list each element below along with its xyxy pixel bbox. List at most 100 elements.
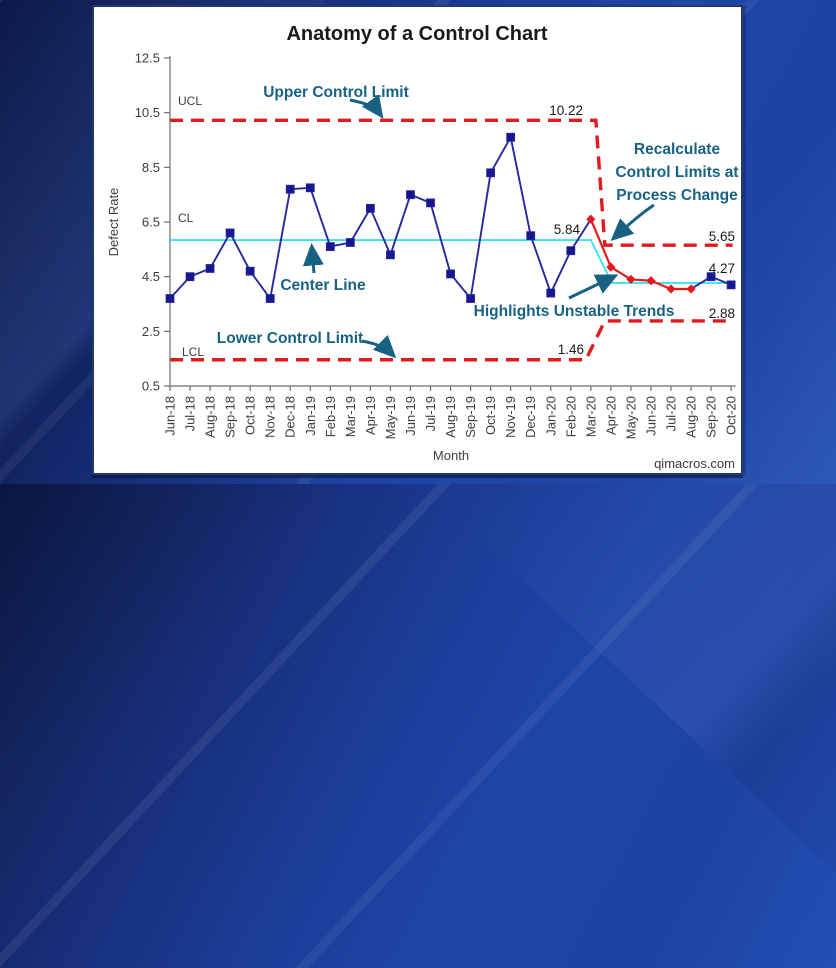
series-segment [549,250,572,294]
x-tick-label: Jun-20 [643,396,658,436]
ucl-zone-label: UCL [178,94,202,108]
series-segment [429,202,452,275]
data-point-unstable [606,262,616,272]
y-tick-label: 8.5 [142,160,160,175]
series-segment [650,279,672,290]
lcl-zone-label: LCL [182,345,204,359]
ucl1-value-label: 10.22 [549,103,583,118]
axes: 0.5 2.5 4.5 6.5 8.5 10.5 12.5 Jun-18 Jul-18 Aug-1… [135,51,739,440]
series-segment [469,172,492,299]
x-tick-label: Jul-18 [183,396,198,431]
x-tick-label: Sep-20 [704,396,719,438]
x-tick-label: Feb-19 [323,396,338,437]
data-point [285,184,295,194]
x-tick-label: Nov-18 [263,396,278,438]
x-tick-label: Aug-18 [203,396,218,438]
y-tick-label: 6.5 [142,215,160,230]
data-point [426,198,435,208]
x-tick-label: Dec-19 [523,396,538,438]
series-segment [509,137,532,236]
series-segment [349,207,372,243]
series-segment [269,189,292,299]
x-tick-label: Mar-19 [343,396,358,437]
watermark: qimacros.com [654,456,735,471]
x-tick-label: Jan-19 [303,396,318,436]
control-chart: 0.5 2.5 4.5 6.5 8.5 10.5 12.5 Jun-18 Jul-18 Aug-1… [106,23,739,471]
data-point [446,269,455,279]
x-tick-label: Aug-19 [443,396,458,438]
data-point [386,250,395,260]
y-tick-label: 4.5 [142,269,160,284]
data-point [305,183,315,193]
data-point [726,280,736,290]
series-segment [309,187,332,247]
data-point [566,246,576,256]
data-point-unstable [586,214,596,224]
x-tick-label: Nov-19 [503,396,518,438]
cl-zone-label: CL [178,211,194,225]
x-tick-label: Aug-20 [684,396,699,438]
y-tick-label: 0.5 [142,379,160,394]
series-segment [369,207,392,256]
data-point [345,238,355,247]
data-point [365,203,375,213]
x-tick-label: Jul-20 [664,396,679,431]
series-segment [489,136,512,174]
unstable-trends-callout: Highlights Unstable Trends [474,303,675,320]
x-tick-label: Jul-19 [423,396,438,431]
recalculate-callout-line1: Recalculate [634,141,721,158]
data-point-unstable [686,284,696,294]
y-tick-label: 2.5 [142,324,160,339]
lower-limit-arrow [361,334,397,359]
x-tick-label: Sep-19 [463,396,478,438]
x-tick-label: Sep-18 [223,396,238,438]
x-tick-label: Apr-20 [603,396,618,435]
data-point [506,132,516,142]
data-point [486,168,496,178]
data-point [325,242,335,252]
data-point [706,272,716,282]
x-tick-label: Mar-20 [583,396,598,437]
control-limit-lines [170,118,733,362]
lcl2-value-label: 2.88 [709,306,735,321]
recalculate-callout-line2: Control Limits at [615,164,738,181]
data-point [185,272,195,282]
x-axis-title: Month [433,448,469,463]
series-segment [610,266,632,281]
upper-control-limit-callout: Upper Control Limit [263,84,409,101]
recalculate-callout-line3: Process Change [616,187,738,204]
series-segment [529,235,552,294]
cl2-value-label: 4.27 [709,261,735,276]
lower-control-limit-callout: Lower Control Limit [217,330,363,347]
data-point-unstable [626,274,636,284]
x-tick-label: Dec-18 [283,396,298,438]
data-point [205,264,215,273]
series-segment [569,218,592,252]
data-point [466,294,476,303]
data-point [165,294,175,303]
x-tick-label: Oct-19 [483,396,498,435]
lcl1-value-label: 1.46 [558,342,584,357]
data-point [526,231,536,241]
x-tick-label: Jun-18 [163,396,178,436]
chart-panel: 0.5 2.5 4.5 6.5 8.5 10.5 12.5 Jun-18 Jul-18 Aug-1… [92,5,743,475]
y-tick-label: 10.5 [135,105,160,120]
recalculate-arrow [610,203,655,242]
series-segment [249,270,271,300]
x-tick-label: Oct-18 [243,396,258,435]
data-point [225,228,235,238]
data-point-unstable [666,284,676,294]
data-point-unstable [646,276,656,286]
x-tick-label: Oct-20 [724,396,739,435]
x-tick-label: Jan-20 [543,396,558,436]
cl1-value-label: 5.84 [554,222,581,237]
center-line [170,239,733,284]
chart-title: Anatomy of a Control Chart [286,23,547,45]
center-line-arrow [302,243,324,274]
data-point [406,190,415,200]
unstable-trends-arrow [568,274,619,300]
series-segment [389,194,412,256]
x-tick-label: Feb-20 [563,396,578,437]
x-tick-label: May-19 [383,396,398,439]
series-segment [589,218,612,268]
